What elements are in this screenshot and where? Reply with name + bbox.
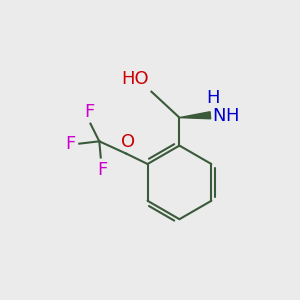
Text: HO: HO <box>122 70 149 88</box>
Text: H: H <box>207 89 220 107</box>
Text: F: F <box>97 161 107 179</box>
Text: H: H <box>226 107 239 125</box>
Text: F: F <box>84 103 94 121</box>
Text: F: F <box>65 135 76 153</box>
Text: N: N <box>212 107 225 125</box>
Text: O: O <box>122 133 136 151</box>
Polygon shape <box>179 112 211 119</box>
